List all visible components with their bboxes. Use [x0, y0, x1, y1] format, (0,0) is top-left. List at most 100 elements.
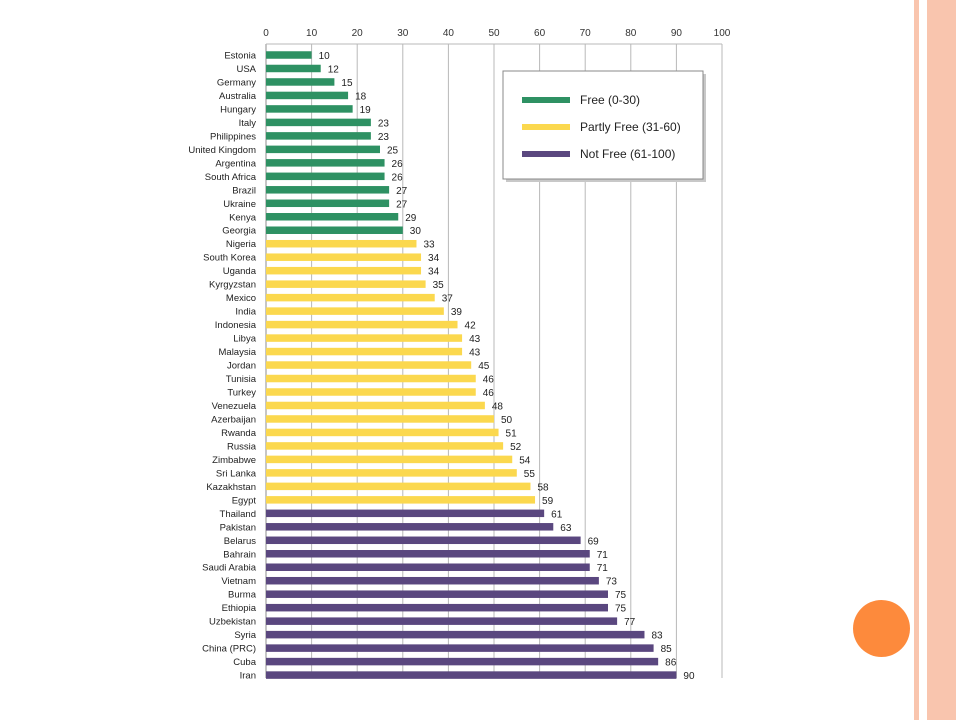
category-label: Belarus: [224, 536, 256, 547]
bar: [266, 455, 513, 464]
data-label: 25: [387, 145, 399, 156]
data-label: 86: [665, 658, 677, 669]
category-label: Burma: [228, 590, 257, 601]
category-label: Bahrain: [223, 549, 256, 560]
category-label: South Korea: [203, 253, 257, 264]
bar: [266, 536, 581, 545]
data-label: 27: [396, 199, 408, 210]
bar: [266, 91, 349, 100]
bar: [266, 617, 618, 625]
bar: [266, 105, 353, 113]
category-label: Egypt: [232, 495, 257, 506]
data-label: 33: [423, 240, 435, 251]
category-label: Turkey: [227, 388, 256, 399]
category-label: Jordan: [227, 361, 256, 372]
data-label: 45: [478, 361, 490, 372]
data-label: 61: [551, 509, 563, 520]
bar: [266, 415, 494, 423]
x-tick-label: 30: [397, 28, 409, 39]
bar: [266, 550, 590, 558]
data-label: 27: [396, 186, 408, 197]
bar: [266, 199, 390, 208]
data-label: 51: [506, 428, 518, 439]
bar: [266, 159, 385, 167]
bar: [266, 576, 599, 585]
bar: [266, 657, 659, 666]
slide-border-stripe: [919, 0, 927, 720]
bar: [266, 172, 385, 181]
data-label: 48: [492, 401, 504, 412]
category-label: Germany: [217, 77, 256, 88]
data-label: 71: [597, 563, 609, 574]
data-label: 23: [378, 132, 390, 143]
data-label: 43: [469, 334, 481, 345]
category-label: Australia: [219, 91, 257, 102]
category-label: Uganda: [223, 266, 257, 277]
category-label: Libya: [233, 334, 256, 345]
data-label: 46: [483, 375, 495, 386]
data-label: 50: [501, 415, 513, 426]
data-label: 23: [378, 118, 390, 129]
category-label: Thailand: [220, 509, 256, 520]
bar: [266, 388, 476, 396]
data-label: 10: [319, 51, 331, 62]
category-label: Philippines: [210, 131, 256, 142]
data-label: 43: [469, 348, 481, 359]
x-tick-label: 70: [580, 28, 592, 39]
data-label: 75: [615, 590, 627, 601]
category-label: Cuba: [233, 657, 256, 668]
legend-swatch: [522, 124, 570, 130]
data-label: 52: [510, 442, 522, 453]
data-label: 35: [433, 280, 445, 291]
data-label: 54: [519, 455, 531, 466]
x-tick-label: 60: [534, 28, 546, 39]
category-label: Azerbaijan: [211, 414, 256, 425]
bar: [266, 51, 312, 59]
bar: [266, 334, 463, 342]
accent-circle: [853, 600, 910, 657]
category-label: Kenya: [229, 212, 257, 223]
legend-swatch: [522, 151, 570, 157]
bar: [266, 78, 335, 86]
category-label: Iran: [240, 671, 256, 682]
bar: [266, 361, 472, 369]
category-label: USA: [236, 64, 256, 75]
data-label: 19: [360, 105, 372, 116]
bar: [266, 226, 403, 234]
legend-swatch: [522, 97, 570, 103]
data-label: 75: [615, 604, 627, 615]
bar: [266, 64, 321, 73]
data-label: 63: [560, 523, 572, 534]
bar: [266, 145, 380, 154]
data-label: 83: [651, 631, 663, 642]
bar: [266, 293, 435, 302]
bar: [266, 563, 590, 571]
legend-label: Free (0-30): [580, 93, 640, 107]
legend-label: Not Free (61-100): [580, 147, 675, 161]
bar: [266, 374, 476, 383]
category-label: Sri Lanka: [216, 468, 257, 479]
bar: [266, 280, 426, 288]
data-label: 26: [392, 159, 404, 170]
bar: [266, 132, 371, 140]
category-label: Russia: [227, 441, 257, 452]
category-label: Vietnam: [221, 576, 256, 587]
data-label: 29: [405, 213, 417, 224]
data-label: 12: [328, 64, 340, 75]
bar: [266, 118, 371, 127]
category-label: Brazil: [232, 185, 256, 196]
category-label: South Africa: [205, 172, 257, 183]
category-label: Georgia: [222, 226, 257, 237]
bar: [266, 469, 517, 477]
category-label: India: [235, 307, 256, 318]
bar: [266, 401, 485, 410]
category-label: Tunisia: [226, 374, 257, 385]
bar: [266, 253, 422, 261]
x-tick-label: 80: [625, 28, 637, 39]
data-label: 34: [428, 267, 440, 278]
data-label: 46: [483, 388, 495, 399]
bar: [266, 590, 608, 598]
bar: [266, 186, 390, 194]
bar: [266, 523, 554, 531]
